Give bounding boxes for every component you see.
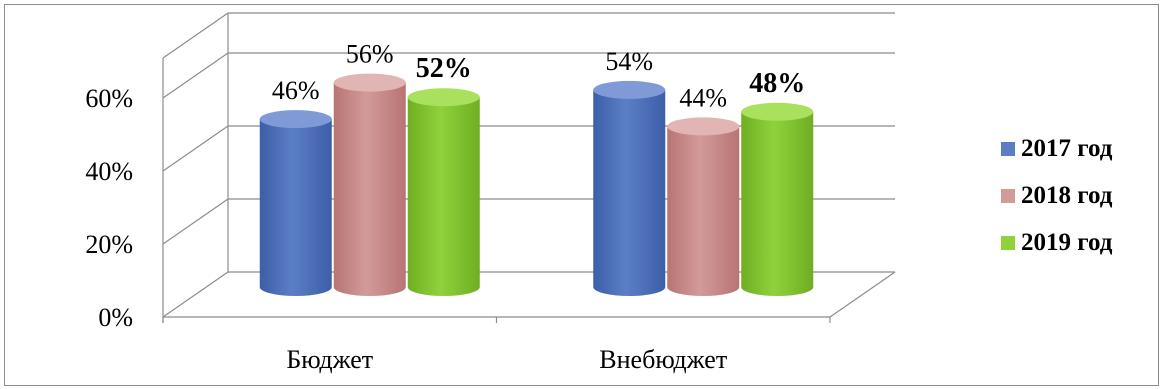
legend-swatch <box>1001 236 1015 250</box>
bar <box>741 102 814 297</box>
category-label: Бюджет <box>286 345 373 374</box>
y-axis-ticks: 0% 20% 40% 60% <box>85 84 133 332</box>
y-tick-label: 60% <box>85 84 133 113</box>
y-tick-label: 20% <box>85 230 133 259</box>
data-label: 54% <box>605 47 653 76</box>
data-label: 52% <box>416 53 472 84</box>
y-tick-label: 40% <box>85 157 133 186</box>
data-label: 48% <box>749 68 805 99</box>
gridline-side <box>162 52 229 99</box>
bar-body <box>333 82 406 297</box>
bars: 46% 56% 52% 54% 44% 48% <box>259 40 814 297</box>
bar-top <box>407 88 480 107</box>
legend-label: 2019 год <box>1021 229 1113 256</box>
legend: 2017 год 2018 год 2019 год <box>1001 135 1113 256</box>
bar-body <box>407 97 480 297</box>
bar-top <box>741 102 814 121</box>
legend-swatch <box>1001 189 1015 203</box>
gridline-side <box>162 125 229 172</box>
bar-body <box>741 111 814 297</box>
category-label: Внебюджет <box>599 345 727 374</box>
side-wall-top <box>162 12 229 59</box>
bar <box>593 80 666 297</box>
bar-top <box>333 73 406 92</box>
floor-right-edge <box>829 271 896 318</box>
legend-label: 2017 год <box>1021 135 1113 162</box>
data-label: 56% <box>346 40 394 69</box>
legend-label: 2018 год <box>1021 182 1113 209</box>
bar <box>333 73 406 297</box>
bar-chart: 0% 20% 40% 60% 46% 56% 52% 54% 44% 48% Бюджет Вне… <box>85 12 1113 374</box>
bar-body <box>593 89 666 297</box>
gridline-side <box>162 271 229 318</box>
chart-frame: 0% 20% 40% 60% 46% 56% 52% 54% 44% 48% Бюджет Вне… <box>4 4 1159 386</box>
bar-top <box>259 110 332 129</box>
bar <box>259 110 332 297</box>
bar-body <box>667 126 740 297</box>
x-axis-categories: Бюджет Внебюджет <box>286 345 727 374</box>
gridline-side <box>162 198 229 245</box>
bar-top <box>667 117 740 136</box>
data-label: 44% <box>679 83 727 112</box>
data-label: 46% <box>272 76 320 105</box>
bar-body <box>259 119 332 297</box>
bar <box>667 117 740 297</box>
y-tick-label: 0% <box>98 303 133 332</box>
bar <box>407 88 480 297</box>
legend-swatch <box>1001 142 1015 156</box>
bar-top <box>593 80 666 99</box>
